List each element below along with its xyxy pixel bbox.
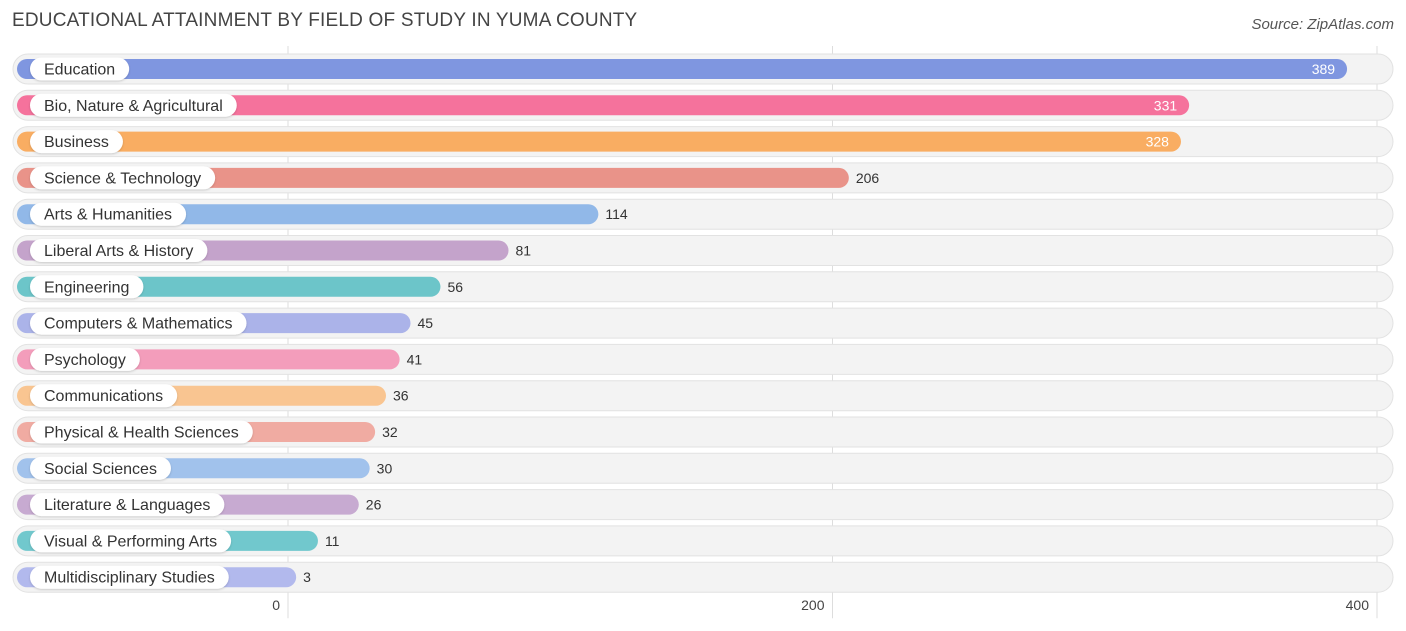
category-label-pill: [30, 565, 229, 589]
x-tick-label: 400: [1346, 597, 1370, 613]
category-label: Education: [44, 62, 115, 79]
bar-row: Literature & Languages 26: [12, 489, 1394, 521]
category-label-pill: [30, 57, 130, 81]
category-label: Bio, Nature & Agricultural: [44, 98, 223, 115]
value-label: 206: [856, 170, 880, 186]
value-label: 11: [325, 533, 340, 549]
value-label: 3: [303, 569, 311, 585]
value-label: 30: [377, 460, 393, 476]
bar-row: Visual & Performing Arts 11: [12, 525, 1394, 557]
value-label: 45: [418, 315, 434, 331]
category-label: Multidisciplinary Studies: [44, 570, 215, 587]
chart-source: Source: ZipAtlas.com: [1251, 16, 1394, 33]
category-label: Social Sciences: [44, 461, 157, 478]
category-label: Literature & Languages: [44, 497, 210, 514]
value-label: 328: [1146, 134, 1170, 150]
bar-row: Engineering 56: [12, 271, 1394, 303]
category-label-pill: [30, 529, 232, 553]
x-axis: 0 200 400: [272, 597, 1369, 613]
bar-row: Business 328: [12, 126, 1394, 158]
category-label-pill: [30, 93, 237, 117]
value-label: 114: [605, 206, 628, 222]
category-label-pill: [30, 311, 247, 335]
bar[interactable]: [17, 167, 849, 188]
bar-row: Arts & Humanities 114: [12, 198, 1394, 230]
category-label-pill: [30, 420, 253, 444]
value-label: 331: [1154, 97, 1178, 113]
x-tick-label: 0: [272, 597, 280, 613]
bar-row: Communications 36: [12, 380, 1394, 412]
category-label-pill: [30, 456, 171, 480]
bar-row: Psychology 41: [12, 343, 1394, 375]
bar[interactable]: [17, 131, 1181, 152]
bar-row: Science & Technology 206: [12, 162, 1394, 194]
category-label-pill: [30, 384, 178, 408]
bar-row: Liberal Arts & History 81: [12, 235, 1394, 266]
category-label-pill: [30, 166, 216, 190]
bar-row: Multidisciplinary Studies 3: [12, 561, 1394, 593]
category-label: Science & Technology: [44, 170, 201, 187]
bar-track: [12, 561, 1394, 593]
bar-row: Education 389: [12, 53, 1394, 85]
value-label: 389: [1312, 61, 1336, 77]
bar[interactable]: [17, 95, 1190, 116]
value-label: 36: [393, 388, 409, 404]
category-label-pill: [30, 239, 208, 262]
category-label: Psychology: [44, 352, 126, 369]
x-tick-label: 200: [801, 597, 825, 613]
value-label: 26: [366, 497, 382, 513]
value-label: 81: [516, 243, 532, 259]
category-label-pill: [30, 275, 144, 299]
category-label: Liberal Arts & History: [44, 243, 193, 260]
category-label: Computers & Mathematics: [44, 316, 233, 333]
category-label: Arts & Humanities: [44, 207, 172, 224]
bar-row: Physical & Health Sciences 32: [12, 416, 1394, 448]
category-label: Engineering: [44, 279, 129, 296]
bar-row: Computers & Mathematics 45: [12, 307, 1394, 339]
category-label-pill: [30, 347, 140, 371]
value-label: 41: [407, 351, 423, 367]
bar-row: Social Sciences 30: [12, 452, 1394, 484]
bar[interactable]: [17, 59, 1348, 79]
chart-title: EDUCATIONAL ATTAINMENT BY FIELD OF STUDY…: [12, 10, 638, 31]
category-label-pill: [30, 130, 123, 154]
bar-track: [12, 525, 1394, 557]
value-label: 32: [382, 424, 398, 440]
bar-track: [12, 489, 1394, 521]
value-label: 56: [447, 279, 463, 295]
category-label: Physical & Health Sciences: [44, 425, 239, 442]
category-label-pill: [30, 202, 187, 226]
category-label: Business: [44, 134, 109, 151]
category-label-pill: [30, 493, 225, 517]
bar-row: Bio, Nature & Agricultural 331: [12, 89, 1394, 121]
category-label: Communications: [44, 388, 163, 405]
category-label: Visual & Performing Arts: [44, 533, 217, 550]
